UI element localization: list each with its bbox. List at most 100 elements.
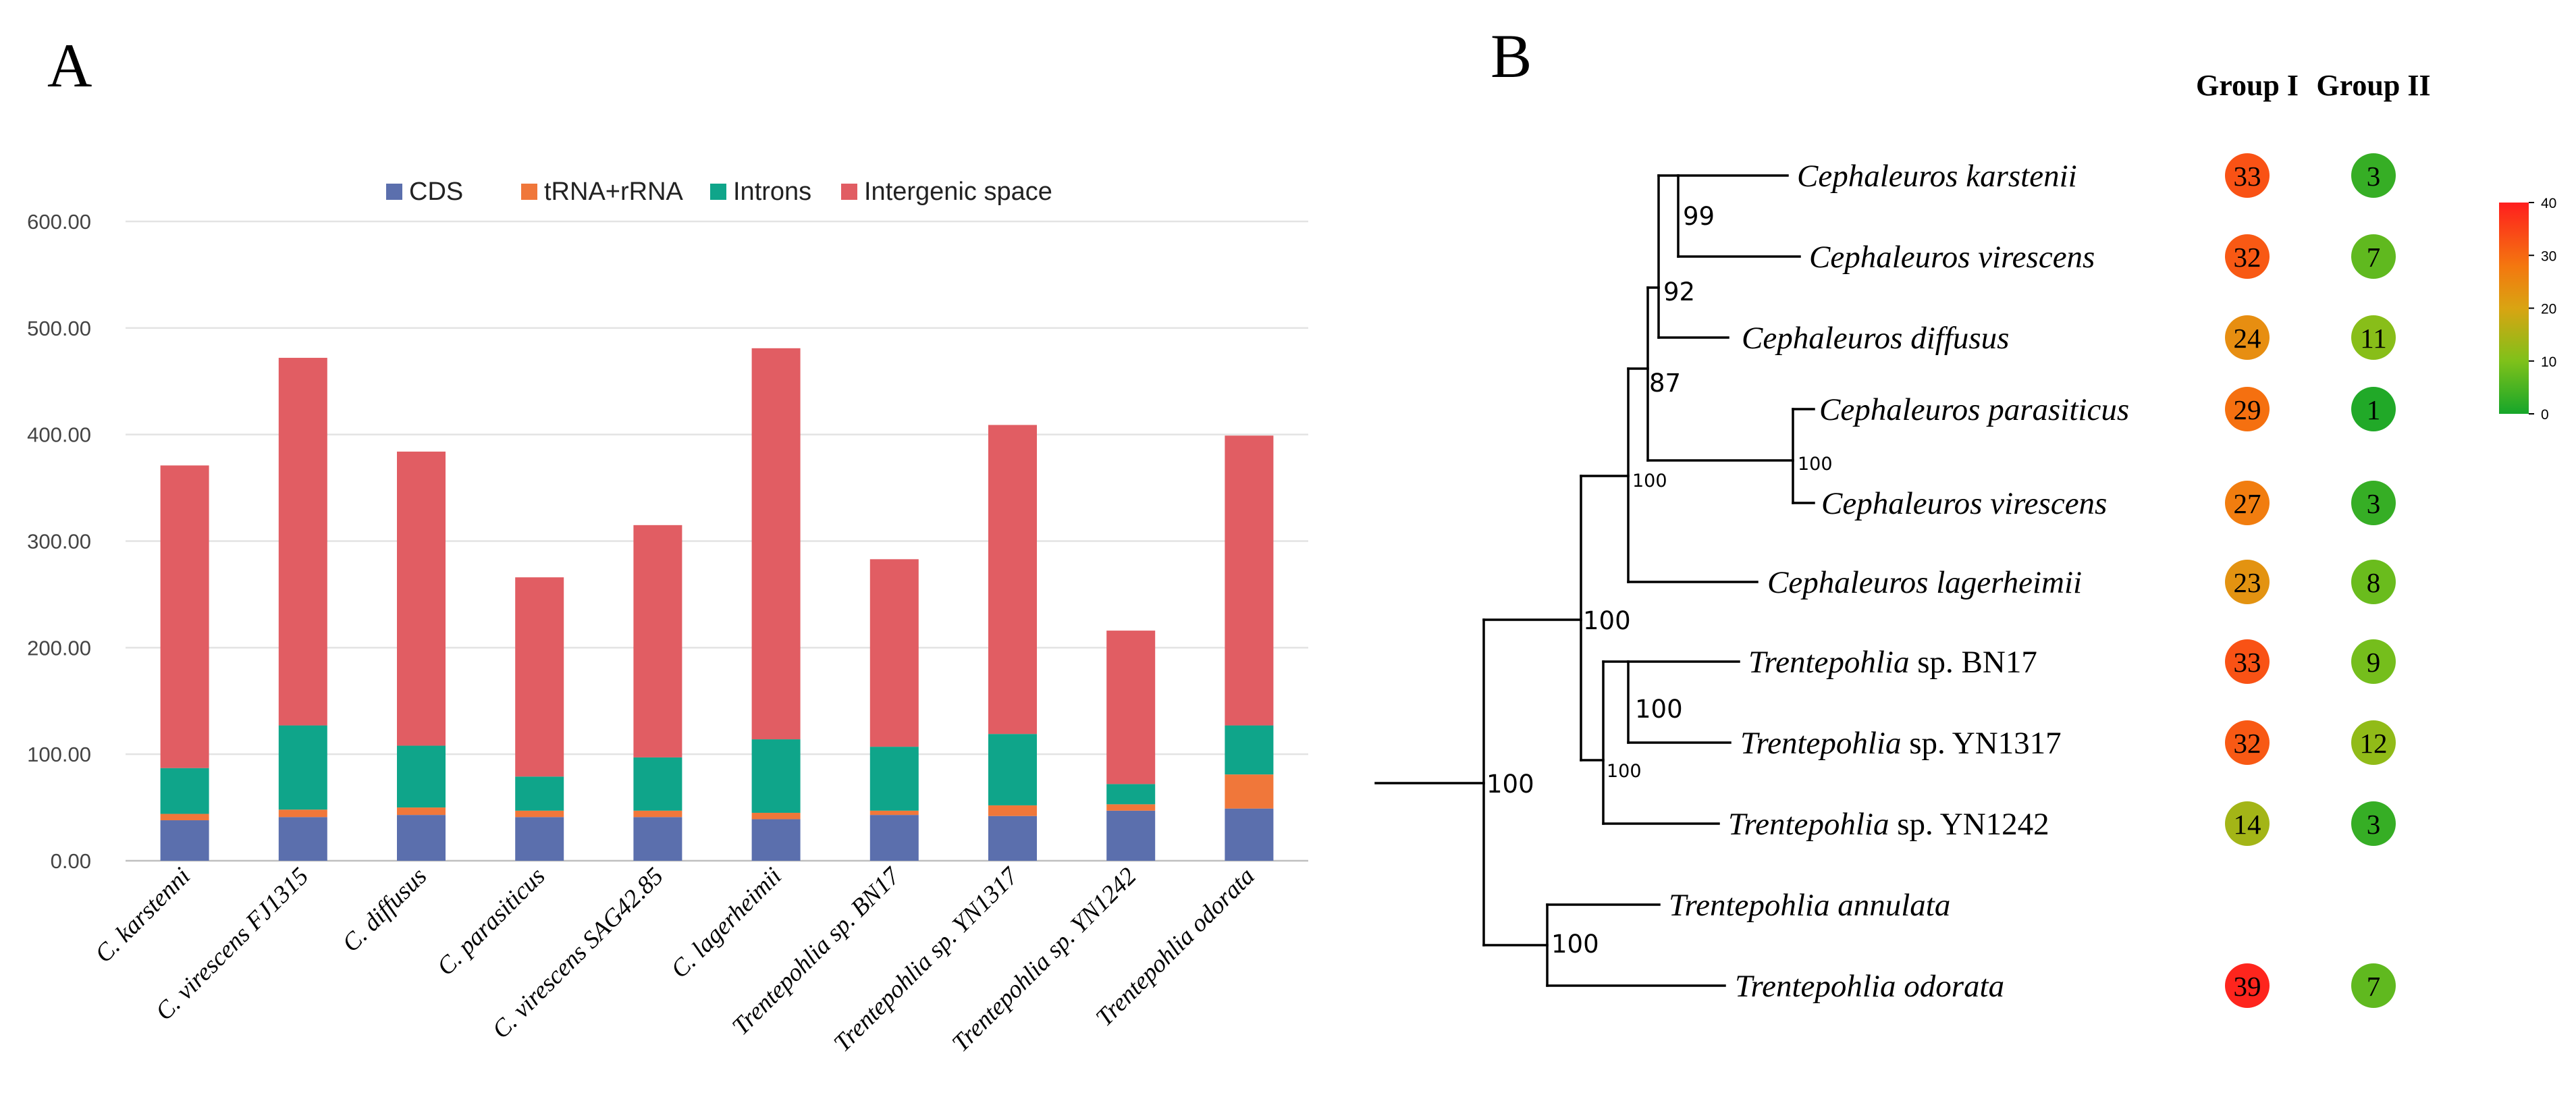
taxon-label: Cephaleuros diffusus [1742, 321, 2009, 356]
color-scale-legend: 40 30 20 10 0 [2499, 196, 2556, 423]
support-label: 100 [1798, 454, 1833, 475]
bar-segment-intergenic-space [1106, 631, 1156, 784]
group-ii-count-badge: 11 [2351, 315, 2396, 360]
group-i-count-badge-circle [2225, 560, 2270, 604]
support-label: 100 [1635, 695, 1683, 724]
group-i-count-badge: 23 [2225, 560, 2270, 604]
taxon-label: Trentepohlia sp. YN1317 [1740, 726, 2062, 761]
group-i-count-badge-value: 39 [2234, 971, 2261, 1002]
group-ii-count-badge-value: 7 [2367, 242, 2381, 273]
group-i-count-badge-value: 32 [2234, 728, 2261, 759]
group-i-count-badge: 29 [2225, 387, 2270, 431]
scale-tick-label: 0 [2541, 407, 2549, 423]
group-ii-count-badge-value: 3 [2367, 809, 2381, 840]
taxon-label: Cephaleuros parasiticus [1819, 392, 2129, 427]
bar-segment-introns [397, 745, 446, 808]
group-i-count-badge-value: 23 [2234, 567, 2261, 598]
group-i-count-badge-circle [2225, 234, 2270, 279]
x-tick-label: C. diffusus [337, 862, 432, 957]
bar-segment-trna-rrna [1106, 804, 1156, 811]
support-label: 92 [1663, 277, 1695, 306]
group-ii-count-badge-value: 3 [2367, 488, 2381, 519]
bar-segment-cds [633, 817, 682, 861]
panel-b-label: B [1491, 22, 1532, 90]
legend-swatch-trna-rrna [521, 184, 537, 200]
scale-tick-label: 40 [2541, 196, 2556, 211]
legend-label-cds: CDS [409, 178, 463, 206]
bar-segment-trna-rrna [160, 814, 209, 821]
bar-segment-introns [160, 768, 209, 814]
group-ii-count-badge-value: 11 [2360, 323, 2386, 354]
bar-segment-trna-rrna [1225, 774, 1274, 809]
group-ii-header: Group II [2316, 69, 2430, 102]
group-i-count-badge: 14 [2225, 801, 2270, 846]
group-ii-count-badge: 3 [2351, 801, 2396, 846]
bar-segment-intergenic-space [751, 348, 801, 740]
group-i-count-badge: 32 [2225, 234, 2270, 279]
bar-segment-intergenic-space [869, 559, 919, 747]
scale-tick-label: 30 [2541, 248, 2556, 264]
support-label: 100 [1583, 606, 1631, 635]
bar-segment-intergenic-space [633, 525, 682, 757]
taxon-label: Trentepohlia odorata [1735, 969, 2004, 1004]
bar-segment-introns [751, 739, 801, 813]
bar-segment-cds [160, 820, 209, 861]
group-i-count-badge-circle [2225, 153, 2270, 198]
group-ii-count-badge-circle [2351, 963, 2396, 1008]
bar-segment-trna-rrna [278, 809, 327, 818]
bar-segment-cds [278, 817, 327, 861]
bar-segment-intergenic-space [397, 451, 446, 746]
taxon-label: Trentepohlia sp. YN1242 [1728, 807, 2049, 842]
group-i-count-badge-circle [2225, 963, 2270, 1008]
bar-segment-intergenic-space [1225, 435, 1274, 726]
group-ii-count-badge-value: 3 [2367, 161, 2381, 192]
bar-segment-intergenic-space [515, 577, 564, 777]
group-i-count-badge-value: 27 [2234, 488, 2261, 519]
taxon-label: Trentepohlia annulata [1669, 888, 1950, 923]
y-tick-label: 300.00 [27, 530, 91, 554]
taxon-label: Cephaleuros lagerheimii [1767, 565, 2082, 600]
group-i-count-badge-circle [2225, 387, 2270, 431]
stacked-bars [160, 348, 1274, 861]
y-axis-ticks: 0.00 100.00 200.00 300.00 400.00 500.00 600.00 [27, 210, 91, 873]
y-tick-label: 100.00 [27, 743, 91, 766]
group-i-count-badge: 32 [2225, 720, 2270, 765]
bar-segment-introns [515, 776, 564, 811]
group-i-count-badge-value: 32 [2234, 242, 2261, 273]
group-ii-count-badge: 12 [2351, 720, 2396, 765]
bar-segment-cds [515, 817, 564, 861]
bar-segment-trna-rrna [633, 810, 682, 818]
group-ii-count-badge-value: 12 [2360, 728, 2388, 759]
support-label: 100 [1551, 930, 1599, 959]
group-ii-count-badge-circle [2351, 481, 2396, 525]
group-i-count-badge-circle [2225, 481, 2270, 525]
scale-tick-label: 20 [2541, 302, 2556, 317]
group-i-count-badge-circle [2225, 639, 2270, 684]
bar-segment-intergenic-space [988, 425, 1037, 735]
group-ii-count-badge-circle [2351, 387, 2396, 431]
group-ii-count-badge-circle [2351, 560, 2396, 604]
bar-segment-introns [278, 725, 327, 810]
legend-label-introns: Introns [733, 178, 811, 206]
bar-segment-trna-rrna [869, 810, 919, 816]
bar-segment-introns [1225, 725, 1274, 775]
x-tick-label: C. lagerheimii [666, 862, 787, 984]
bar-segment-cds [1225, 808, 1274, 861]
bar-segment-trna-rrna [751, 812, 801, 820]
panel-a-label: A [47, 31, 92, 100]
group-ii-count-badge-circle [2351, 153, 2396, 198]
group-i-count-badge-value: 33 [2234, 647, 2261, 678]
phylogenetic-tree [1374, 174, 1815, 987]
legend-swatch-introns [710, 184, 726, 200]
legend-swatch-intergenic [841, 184, 857, 200]
bar-segment-introns [1106, 784, 1156, 805]
group-i-count-badge: 24 [2225, 315, 2270, 360]
bar-segment-introns [988, 734, 1037, 805]
group-i-count-badge: 33 [2225, 153, 2270, 198]
group-ii-count-badge: 3 [2351, 153, 2396, 198]
group-ii-count-badge-value: 8 [2367, 567, 2381, 598]
bar-segment-trna-rrna [515, 810, 564, 818]
group-ii-count-badge: 3 [2351, 481, 2396, 525]
